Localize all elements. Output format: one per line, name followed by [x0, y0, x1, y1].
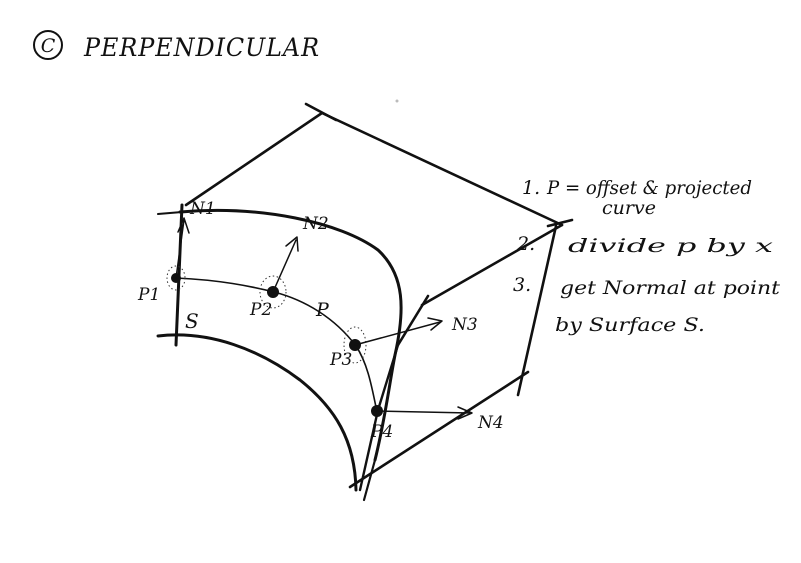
normal-n3-line — [354, 321, 441, 346]
normal-vectors — [175, 217, 473, 420]
normal-n2-arrowhead — [285, 236, 299, 252]
surface-top-tick — [157, 211, 183, 215]
top-left-edge — [184, 111, 324, 207]
step-2-text: divide p by x — [568, 235, 773, 257]
stray-mark — [395, 99, 399, 103]
surface-strip — [156, 203, 403, 502]
label-p4: P4 — [370, 422, 393, 442]
step-1-text-cont: curve — [602, 197, 656, 219]
p1-halo — [166, 265, 186, 291]
surface-corner-tail — [362, 458, 377, 502]
normal-n4-line — [376, 410, 471, 414]
label-n4: N4 — [477, 413, 504, 433]
label-n2: N2 — [302, 214, 329, 234]
label-curve-p: P — [315, 299, 330, 321]
surface-bottom-boundary — [156, 333, 358, 492]
step-3-text-cont: by Surface S. — [555, 314, 705, 336]
label-n3: N3 — [451, 315, 478, 335]
label-p2: P2 — [249, 300, 272, 320]
normal-n2-line — [272, 239, 297, 293]
box-wireframe — [184, 102, 574, 489]
normal-n3-arrowhead — [427, 317, 443, 331]
right-corner-tick — [546, 218, 574, 228]
title-group: C PERPENDICULAR — [33, 30, 320, 62]
normal-n4-arrowhead — [457, 406, 473, 420]
step-3-number: 3. — [513, 274, 531, 296]
title-circle — [33, 30, 63, 60]
top-right-edge — [320, 111, 564, 227]
step-3-text: get Normal at point — [560, 277, 780, 299]
diagram-labels: N1 N2 N3 N4 P1 P2 P3 P4 S P — [137, 199, 504, 442]
normal-n1-arrowhead — [177, 217, 190, 234]
curve-p — [175, 277, 378, 413]
step-1-text: P = offset & projected — [546, 177, 752, 199]
surface-top-boundary — [178, 208, 403, 462]
bottom-right-edge — [348, 370, 530, 489]
p3-halo — [343, 326, 367, 364]
title-letter: C — [41, 35, 56, 57]
p2-halo — [259, 275, 287, 309]
title-text: PERPENDICULAR — [83, 33, 320, 62]
label-surface-s: S — [185, 309, 199, 333]
steps-list: 1. P = offset & projected curve 2. divid… — [513, 177, 780, 336]
label-p1: P1 — [137, 285, 160, 305]
label-n1: N1 — [189, 199, 216, 219]
step-1-number: 1. — [522, 177, 540, 199]
step-2-number: 2. — [516, 233, 535, 255]
normal-n1-line — [175, 219, 185, 279]
inner-vertical-edge — [396, 294, 430, 347]
right-vertical-edge — [516, 224, 558, 397]
inner-top-edge — [420, 223, 564, 307]
label-p3: P3 — [329, 350, 352, 370]
